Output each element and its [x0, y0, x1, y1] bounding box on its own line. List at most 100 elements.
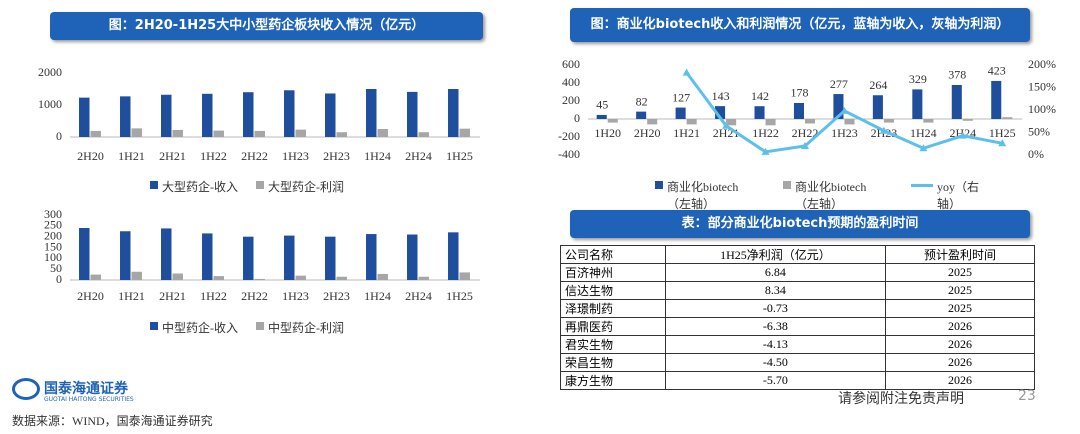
data-label: 264	[869, 78, 887, 92]
data-label: 423	[988, 64, 1006, 78]
bar	[686, 119, 697, 125]
bar	[243, 92, 254, 137]
x-tick-label: 1H20	[594, 126, 621, 140]
legend-item: 大型药企-利润	[256, 178, 344, 195]
legend: 商业化biotech（左轴） 商业化biotech（左轴） yoy（右轴）	[655, 178, 989, 212]
bar	[325, 236, 336, 280]
y-tick-label: 0	[56, 129, 62, 143]
x-tick-label: 2H23	[323, 289, 350, 303]
bar	[120, 96, 131, 137]
marker	[879, 126, 888, 134]
legend-label: 商业化biotech（左轴）	[795, 180, 867, 211]
y-tick-label: 250	[44, 218, 62, 232]
chart-title: 图：商业化biotech收入和利润情况（亿元，蓝轴为收入，灰轴为利润）	[570, 8, 1030, 42]
table-cell: -5.70	[664, 371, 886, 390]
bar	[448, 232, 459, 280]
x-tick-label: 1H24	[364, 149, 391, 163]
x-tick-label: 2H24	[405, 149, 432, 163]
table-cell: -4.50	[664, 353, 886, 372]
legend-label: 大型药企-利润	[268, 180, 344, 194]
x-tick-label: 2H22	[241, 289, 268, 303]
legend: 大型药企-收入 大型药企-利润	[150, 178, 344, 195]
x-tick-label: 1H24	[910, 126, 937, 140]
x-tick-label: 2H21	[159, 289, 186, 303]
x-tick-label: 1H25	[446, 149, 473, 163]
data-label: 127	[672, 90, 690, 104]
legend: 中型药企-收入 中型药企-利润	[150, 319, 344, 336]
x-tick-label: 1H21	[118, 149, 145, 163]
table-cell: 康方生物	[560, 371, 666, 390]
legend-swatch	[783, 181, 791, 189]
data-label: 178	[790, 86, 808, 100]
y-tick-label: 150	[44, 239, 62, 253]
bar	[377, 129, 388, 137]
table-cell: 2026	[884, 335, 1036, 354]
legend-swatch	[911, 184, 933, 187]
x-tick-label: 2H21	[159, 149, 186, 163]
table-cell: 信达生物	[560, 281, 666, 300]
bar	[202, 93, 213, 137]
bar	[793, 102, 804, 119]
x-tick-label: 1H24	[364, 289, 391, 303]
bar	[636, 111, 647, 119]
legend-item: 大型药企-收入	[150, 178, 238, 195]
bar	[202, 233, 213, 280]
bar	[90, 274, 101, 280]
bar	[254, 130, 265, 137]
legend-swatch	[256, 322, 264, 330]
legend-swatch	[150, 322, 158, 330]
data-label: 143	[712, 89, 730, 103]
y-tick-label: 100	[44, 250, 62, 264]
x-tick-label: 1H23	[282, 149, 309, 163]
bar	[726, 119, 737, 126]
table-row: 百济神州 6.84 2025	[560, 263, 1036, 282]
x-tick-label: 2H24	[405, 289, 432, 303]
y-tick-label: -200	[558, 129, 580, 143]
table-title: 表：部分商业化biotech预期的盈利时间	[570, 210, 1030, 238]
table-cell: -4.13	[664, 335, 886, 354]
marker	[919, 144, 928, 152]
data-label: 142	[751, 89, 769, 103]
table: 公司名称 1H25净利润（亿元） 预计盈利时间 百济神州 6.84 2025 信达生物 8.3…	[560, 245, 1036, 390]
marker	[801, 142, 809, 149]
data-label: 45	[596, 98, 608, 112]
table-row: 荣昌生物 -4.50 2026	[560, 353, 1036, 372]
legend-label: 大型药企-收入	[162, 180, 238, 194]
y-tick-label: 0	[56, 272, 62, 286]
legend-item: 中型药企-利润	[256, 319, 344, 336]
y-tick-label: 300	[44, 207, 62, 221]
y-tick-label: 200	[562, 93, 580, 107]
bar	[284, 90, 295, 137]
x-tick-label: 1H21	[118, 289, 145, 303]
header-cell: 公司名称	[560, 245, 666, 264]
bar	[407, 91, 418, 137]
bar	[596, 114, 607, 119]
page-number: 23	[1018, 388, 1036, 404]
x-tick-label: 1H22	[752, 126, 779, 140]
table-cell: -6.38	[664, 317, 886, 336]
y-tick-label: 0	[574, 111, 580, 125]
table-cell: 6.84	[664, 263, 886, 282]
bar	[295, 275, 306, 280]
legend-label: 中型药企-利润	[268, 321, 344, 335]
bar	[765, 119, 776, 126]
data-label: 82	[636, 94, 648, 108]
bar	[418, 276, 429, 280]
y-tick-label: 50	[50, 261, 62, 275]
table-cell: 再鼎医药	[560, 317, 666, 336]
bar	[254, 278, 265, 280]
bar	[213, 130, 224, 137]
bar	[872, 95, 883, 119]
y2-tick-label: 100%	[1028, 102, 1056, 116]
legend-item: 中型药企-收入	[150, 319, 238, 336]
bar	[284, 235, 295, 280]
y-tick-label: 2000	[38, 65, 62, 79]
bar	[991, 80, 1002, 119]
bar	[459, 272, 470, 280]
bar	[647, 119, 658, 125]
table-cell: 2025	[884, 263, 1036, 282]
table-cell: 荣昌生物	[560, 353, 666, 372]
table-row: 君实生物 -4.13 2026	[560, 335, 1036, 354]
